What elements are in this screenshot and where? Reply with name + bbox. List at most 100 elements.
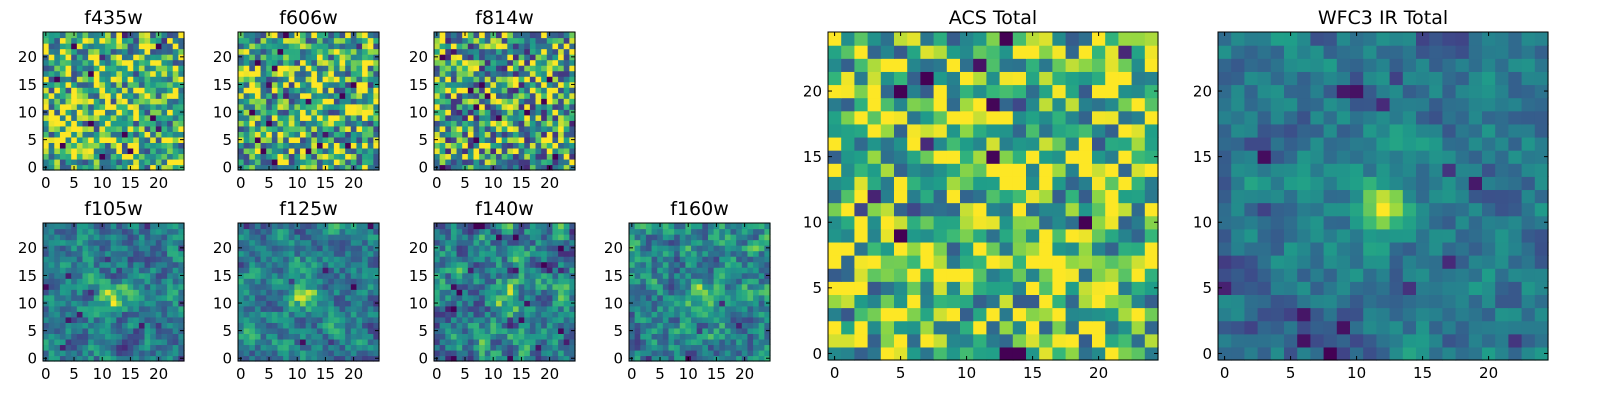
heatmap-cell <box>350 311 358 318</box>
heatmap-cell <box>696 256 703 263</box>
heatmap-cell <box>161 103 168 110</box>
heatmap-cell <box>535 289 542 296</box>
heatmap-cell <box>552 153 559 160</box>
heatmap-cell <box>445 333 452 340</box>
heatmap-cell <box>367 333 374 340</box>
heatmap-cell <box>741 333 749 340</box>
heatmap-cell <box>719 261 726 268</box>
heatmap-cell <box>82 120 89 127</box>
heatmap-cell <box>702 316 709 323</box>
heatmap-cell <box>1078 228 1093 243</box>
heatmap-cell <box>311 250 318 257</box>
heatmap-cell <box>48 223 55 230</box>
heatmap-cell <box>986 189 1001 204</box>
heatmap-cell <box>178 114 185 121</box>
heatmap-cell <box>65 223 72 230</box>
heatmap-cell <box>138 43 146 50</box>
heatmap-cell <box>473 136 480 143</box>
heatmap-cell <box>305 322 312 329</box>
x-tick-label: 20 <box>149 365 168 383</box>
heatmap-cell <box>328 278 335 285</box>
heatmap-cell <box>105 98 112 105</box>
heatmap-cell <box>1105 202 1119 217</box>
heatmap-cell <box>76 327 84 334</box>
heatmap-cell <box>249 70 256 77</box>
heatmap-cell <box>541 272 548 279</box>
heatmap-cell <box>558 103 565 110</box>
heatmap-cell <box>254 278 262 285</box>
heatmap-cell <box>356 37 363 44</box>
heatmap-cell <box>54 239 61 246</box>
heatmap-cell <box>59 158 67 166</box>
heatmap-cell <box>439 114 446 121</box>
heatmap-cell <box>867 346 882 361</box>
heatmap-cell <box>634 322 641 329</box>
heatmap-cell <box>322 37 329 44</box>
heatmap-cell <box>484 114 491 121</box>
heatmap-cell <box>496 289 503 296</box>
heatmap-cell <box>48 37 55 44</box>
heatmap-cell <box>93 333 100 340</box>
heatmap-cell <box>243 48 250 55</box>
heatmap-cell <box>110 355 117 362</box>
heatmap-cell <box>266 294 273 301</box>
heatmap-cell <box>674 289 681 296</box>
heatmap-cell <box>345 311 352 318</box>
heatmap-cell <box>328 98 335 105</box>
heatmap-cell <box>741 305 749 312</box>
heatmap-cell <box>150 98 157 105</box>
heatmap-cell <box>150 261 157 268</box>
heatmap-cell <box>1065 228 1080 243</box>
heatmap-cell <box>651 228 658 235</box>
heatmap-cell <box>316 278 324 285</box>
heatmap-cell <box>99 142 106 149</box>
heatmap-cell <box>439 223 446 230</box>
heatmap-cell <box>65 125 72 132</box>
heatmap-cell <box>110 120 117 127</box>
heatmap-cell <box>71 70 78 77</box>
heatmap-cell <box>894 333 908 348</box>
heatmap-cell <box>110 250 117 257</box>
heatmap-cell <box>651 261 658 268</box>
heatmap-cell <box>178 98 185 105</box>
heatmap-cell <box>541 92 548 99</box>
heatmap-cell <box>155 294 163 301</box>
heatmap-cell <box>535 344 542 351</box>
heatmap-cell <box>133 70 140 77</box>
heatmap-cell <box>43 59 50 66</box>
heatmap-cell <box>496 103 503 110</box>
heatmap-cell <box>311 131 318 138</box>
heatmap-cell <box>316 272 324 279</box>
heatmap-cell <box>563 355 570 362</box>
heatmap-cell <box>350 333 358 340</box>
heatmap-cell <box>524 338 531 346</box>
heatmap-cell <box>462 158 469 166</box>
heatmap-cell <box>99 48 106 55</box>
heatmap-cell <box>501 109 508 116</box>
heatmap-cell <box>328 48 335 55</box>
heatmap-cell <box>65 316 72 323</box>
heatmap-cell <box>512 109 520 116</box>
heatmap-cell <box>999 320 1014 335</box>
heatmap-cell <box>311 283 318 290</box>
heatmap-cell <box>356 136 363 143</box>
heatmap-cell <box>322 256 329 263</box>
heatmap-cell <box>507 327 514 334</box>
heatmap-cell <box>254 283 262 290</box>
heatmap-cell <box>512 322 520 329</box>
heatmap-cell <box>501 223 508 230</box>
heatmap-cell <box>59 59 67 66</box>
heatmap-cell <box>59 81 67 88</box>
heatmap-cell <box>1052 307 1067 322</box>
heatmap-cell <box>674 294 681 301</box>
heatmap-cell <box>283 125 290 132</box>
heatmap-cell <box>507 245 514 252</box>
heatmap-cell <box>713 239 720 246</box>
heatmap-cell <box>1092 281 1106 295</box>
heatmap-cell <box>999 241 1014 256</box>
heatmap-cell <box>277 153 284 160</box>
heatmap-cell <box>277 92 284 99</box>
heatmap-cell <box>674 245 681 252</box>
heatmap-cell <box>339 147 346 155</box>
heatmap-cell <box>311 48 318 55</box>
